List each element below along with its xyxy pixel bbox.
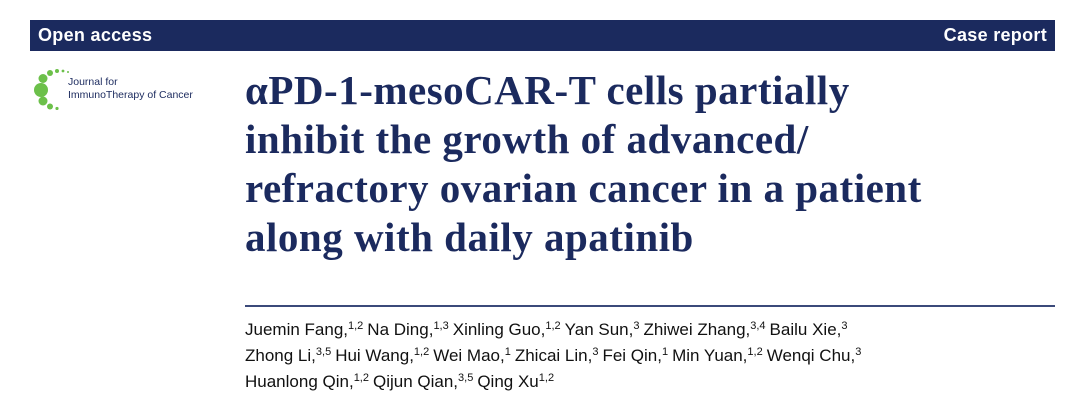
author-name: Min Yuan, [672,346,748,365]
author: Bailu Xie,3 [770,320,848,339]
affiliation: 1,2 [413,346,430,358]
affiliation: 1,2 [348,320,364,332]
author-line: Juemin Fang,1,2 Na Ding,1,3 Xinling Guo,1,… [245,317,865,343]
author-name: Zhiwei Zhang, [643,320,751,339]
author-name: Yan Sun, [564,320,634,339]
affiliation: 3 [592,346,599,358]
author: Wei Mao,1 [433,346,511,365]
author-name: Zhicai Lin, [514,346,593,365]
affiliation: 3,5 [315,346,332,358]
author: Juemin Fang,1,2 [245,320,363,339]
article-type-label: Case report [943,25,1047,45]
author-list: Juemin Fang,1,2 Na Ding,1,3 Xinling Guo,1,… [245,317,865,395]
journal-name: Journal for ImmunoTherapy of Cancer [68,76,193,102]
author-name: Zhong Li, [245,346,316,365]
author: Zhong Li,3,5 [245,346,331,365]
title-line: inhibit the growth of advanced/ [245,116,809,162]
affiliation: 3 [633,320,640,332]
journal-line: Journal for [68,76,118,88]
author-name: Xinling Guo, [452,320,546,339]
title-line: refractory ovarian cancer in a patient [245,165,922,211]
author: Min Yuan,1,2 [672,346,763,365]
author: Zhiwei Zhang,3,4 [643,320,765,339]
journal-line: ImmunoTherapy of Cancer [68,89,193,101]
journal-logo [34,69,69,110]
author-name: Huanlong Qin, [245,372,354,391]
author: Xinling Guo,1,2 [453,320,561,339]
title-line: αPD-1-mesoCAR-T cells partially [245,67,850,113]
affiliation: 3,5 [458,372,474,384]
author-name: Fei Qin, [602,346,662,365]
author: Qing Xu1,2 [477,372,554,391]
author: Fei Qin,1 [602,346,668,365]
author-name: Na Ding, [367,320,434,339]
title-line: along with daily apatinib [245,214,694,260]
author-line: Zhong Li,3,5 Hui Wang,1,2 Wei Mao,1 Zhicai … [245,343,865,369]
author-name: Wei Mao, [433,346,505,365]
author: Hui Wang,1,2 [335,346,429,365]
affiliation: 3 [841,320,848,332]
author: Huanlong Qin,1,2 [245,372,369,391]
affiliation: 1,2 [747,346,763,358]
header-bar: Open access Case report [30,20,1055,51]
divider [245,305,1055,307]
author-name: Bailu Xie, [769,320,842,339]
author-name: Qing Xu [477,372,539,391]
affiliation: 1,2 [538,372,555,384]
affiliation: 1,2 [545,320,561,332]
affiliation: 3 [855,346,862,358]
author-line: Huanlong Qin,1,2 Qijun Qian,3,5 Qing Xu1,2 [245,369,865,395]
author-name: Qijun Qian, [372,372,459,391]
author: Yan Sun,3 [565,320,640,339]
affiliation: 3,4 [750,320,766,332]
affiliation: 1 [504,346,511,358]
affiliation: 1,3 [433,320,449,332]
affiliation: 1,2 [353,372,369,384]
author-name: Wenqi Chu, [766,346,856,365]
author: Wenqi Chu,3 [767,346,862,365]
author: Na Ding,1,3 [367,320,448,339]
open-access-label: Open access [38,25,153,45]
article-title: αPD-1-mesoCAR-T cells partially inhibit t… [245,66,922,262]
author-name: Hui Wang, [335,346,414,365]
affiliation: 1 [661,346,669,358]
author: Zhicai Lin,3 [515,346,599,365]
author: Qijun Qian,3,5 [373,372,473,391]
author-name: Juemin Fang, [245,320,348,339]
